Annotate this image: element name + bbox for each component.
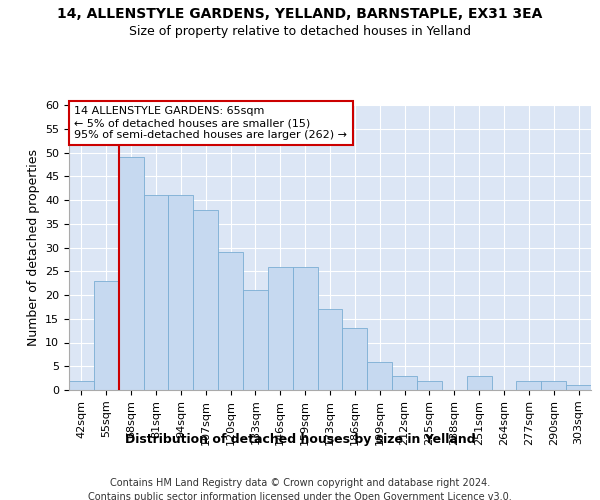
Bar: [169, 195, 193, 390]
Bar: [119, 158, 143, 390]
Bar: [517, 380, 541, 390]
Bar: [218, 252, 243, 390]
Bar: [467, 376, 491, 390]
Bar: [69, 380, 94, 390]
Bar: [541, 380, 566, 390]
Bar: [193, 210, 218, 390]
Bar: [367, 362, 392, 390]
Bar: [392, 376, 417, 390]
Y-axis label: Number of detached properties: Number of detached properties: [26, 149, 40, 346]
Bar: [243, 290, 268, 390]
Bar: [268, 266, 293, 390]
Bar: [293, 266, 317, 390]
Text: Size of property relative to detached houses in Yelland: Size of property relative to detached ho…: [129, 25, 471, 38]
Bar: [143, 195, 169, 390]
Bar: [317, 309, 343, 390]
Text: Contains HM Land Registry data © Crown copyright and database right 2024.
Contai: Contains HM Land Registry data © Crown c…: [88, 478, 512, 500]
Bar: [94, 281, 119, 390]
Text: 14, ALLENSTYLE GARDENS, YELLAND, BARNSTAPLE, EX31 3EA: 14, ALLENSTYLE GARDENS, YELLAND, BARNSTA…: [58, 8, 542, 22]
Bar: [343, 328, 367, 390]
Text: Distribution of detached houses by size in Yelland: Distribution of detached houses by size …: [125, 432, 475, 446]
Text: 14 ALLENSTYLE GARDENS: 65sqm
← 5% of detached houses are smaller (15)
95% of sem: 14 ALLENSTYLE GARDENS: 65sqm ← 5% of det…: [74, 106, 347, 140]
Bar: [417, 380, 442, 390]
Bar: [566, 385, 591, 390]
